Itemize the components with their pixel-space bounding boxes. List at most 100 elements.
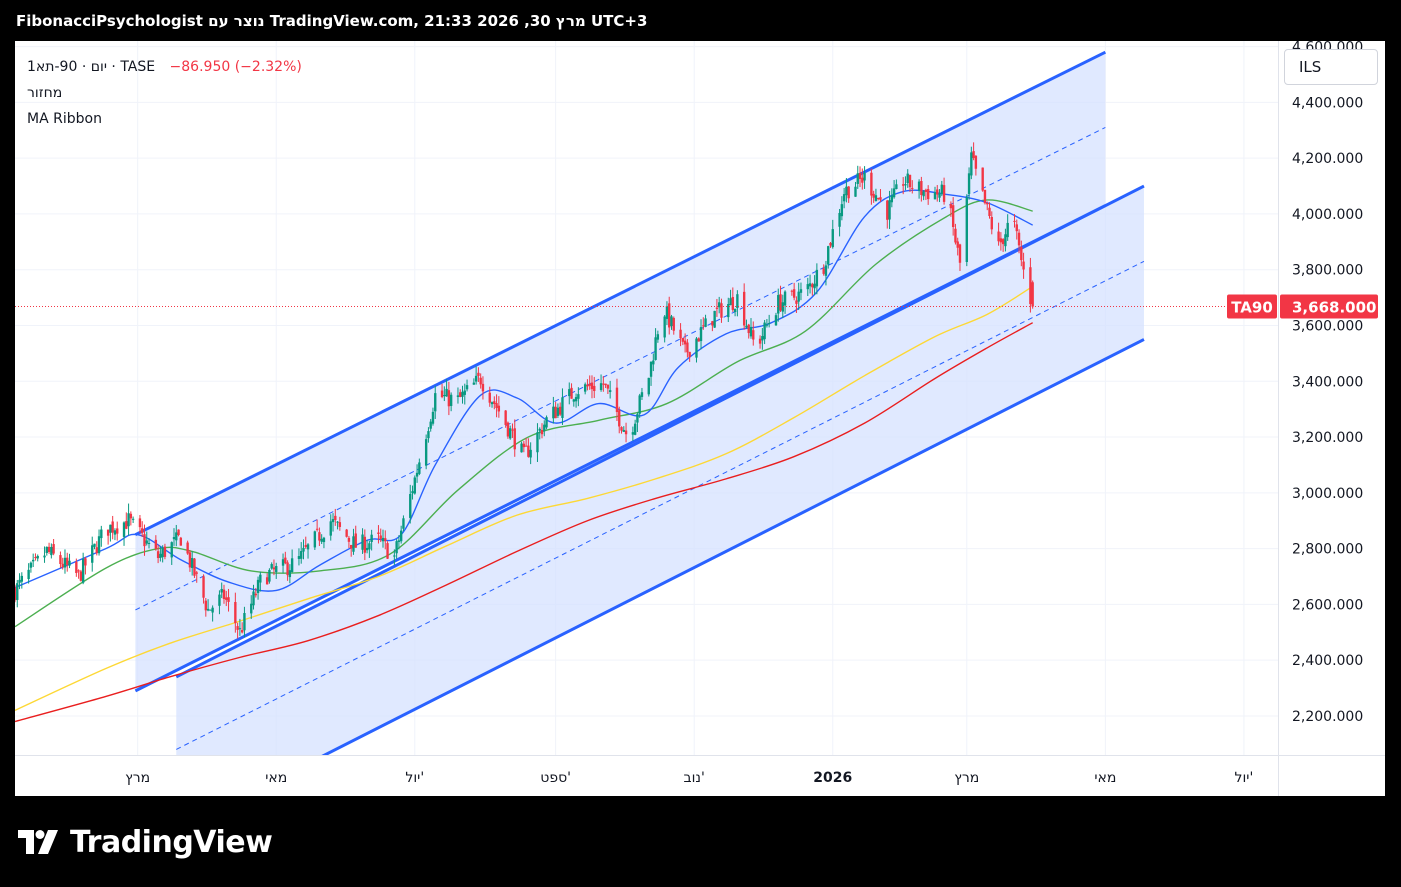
indicator-ma-ribbon[interactable]: MA Ribbon	[27, 111, 102, 127]
candle-body	[147, 542, 151, 544]
x-tick-label: ספט'	[540, 770, 571, 786]
candle-body	[874, 195, 878, 201]
candle-body	[34, 557, 37, 559]
candle-body	[270, 564, 273, 569]
x-tick-label: מאי	[265, 770, 287, 786]
candle-body	[797, 291, 800, 302]
candle-body	[345, 529, 348, 537]
candle-body	[806, 284, 809, 290]
price-badge-label: 3,668.000	[1292, 299, 1376, 317]
candle-body	[936, 189, 939, 195]
candle-body	[967, 173, 971, 194]
candle-body	[50, 546, 53, 556]
candle-body	[368, 543, 371, 550]
candle-body	[933, 192, 937, 200]
candle-body	[250, 603, 253, 614]
candle-body	[895, 184, 898, 190]
y-tick-label: 2,200.000	[1292, 709, 1363, 725]
candle-body	[665, 306, 669, 319]
candle-body	[695, 338, 698, 358]
candle-body	[36, 555, 39, 559]
y-tick-label: 4,200.000	[1292, 151, 1363, 167]
candle-body	[886, 200, 889, 220]
candle-body	[920, 180, 923, 195]
plot-area	[15, 50, 1145, 755]
candle-body	[577, 394, 580, 399]
price-chart[interactable]: 2,200.000 2,400.000 2,600.000 2,800.000 3,00…	[15, 41, 1385, 796]
candle-body	[93, 543, 96, 547]
symbol-label[interactable]: 1יום · 90-תא · TASE	[27, 59, 156, 75]
candle-body	[717, 302, 721, 308]
candle-body	[109, 524, 112, 533]
candle-body	[350, 544, 353, 549]
candle-body	[275, 566, 278, 572]
candle-body	[986, 203, 989, 205]
x-tick-label: מרץ	[954, 770, 979, 786]
candles	[15, 142, 1034, 639]
candle-body	[767, 323, 771, 325]
candle-body	[365, 547, 369, 551]
y-tick-label: 3,200.000	[1292, 430, 1363, 446]
candle-body	[795, 300, 798, 304]
candle-body	[556, 407, 560, 416]
candle-body	[320, 538, 323, 542]
candle-body	[554, 406, 557, 419]
chart-panel[interactable]: 2,200.000 2,400.000 2,600.000 2,800.000 3,00…	[15, 41, 1385, 796]
candle-body	[61, 563, 64, 568]
candle-body	[447, 390, 451, 407]
candle-body	[413, 477, 416, 494]
candle-body	[463, 390, 466, 395]
candle-body	[720, 303, 723, 318]
candle-body	[813, 283, 816, 289]
candle-body	[254, 593, 257, 596]
candle-body	[845, 186, 848, 196]
candle-body	[615, 387, 619, 413]
candle-body	[68, 560, 71, 566]
candle-body	[315, 528, 319, 530]
candle-body	[188, 552, 192, 568]
candle-body	[890, 195, 894, 203]
candle-body	[461, 391, 464, 397]
candle-body	[822, 268, 825, 274]
candle-body	[111, 521, 114, 533]
channel-fill	[135, 52, 1106, 691]
candle-body	[363, 536, 367, 553]
candle-body	[1006, 222, 1009, 238]
candle-body	[906, 173, 909, 183]
candle-body	[75, 561, 78, 574]
candle-body	[1001, 239, 1005, 245]
candle-body	[195, 572, 198, 574]
candle-body	[524, 445, 528, 447]
candle-body	[59, 555, 62, 564]
candle-body	[593, 385, 596, 392]
candle-body	[956, 241, 959, 248]
candle-body	[77, 570, 80, 572]
candle-body	[540, 429, 544, 435]
candle-body	[570, 387, 573, 399]
candle-body	[490, 402, 494, 405]
candle-body	[520, 443, 523, 453]
candle-body	[472, 382, 476, 385]
candle-body	[911, 187, 914, 189]
indicator-volume[interactable]: מחזור	[27, 85, 63, 101]
candle-body	[713, 310, 716, 328]
candle-body	[318, 532, 321, 541]
candle-body	[190, 558, 194, 568]
candle-body	[431, 411, 435, 424]
y-tick-label: 4,000.000	[1292, 207, 1363, 223]
chart-title: FibonacciPsychologist נוצר עם TradingVie…	[16, 12, 648, 30]
candle-body	[302, 547, 305, 552]
candle-body	[699, 327, 703, 342]
candle-body	[983, 189, 987, 204]
candle-body	[904, 184, 907, 186]
currency-button[interactable]: ILS	[1284, 49, 1378, 85]
candle-body	[572, 399, 576, 402]
candle-body	[679, 329, 682, 339]
candle-body	[202, 576, 205, 598]
candle-body	[588, 383, 591, 386]
candle-body	[434, 393, 437, 412]
candle-body	[175, 532, 178, 541]
candle-body	[847, 186, 850, 199]
candle-body	[536, 432, 539, 453]
candle-body	[940, 184, 943, 195]
